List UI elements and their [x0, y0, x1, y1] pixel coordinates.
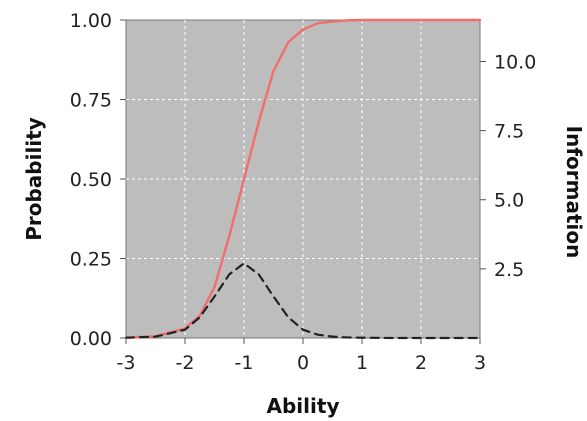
y-tick-label: 0.25 — [70, 249, 112, 271]
y-tick-label: 0.00 — [70, 328, 112, 350]
x-tick-label: 0 — [297, 352, 309, 374]
y2-axis-title: Information — [562, 126, 586, 259]
y-axis-left: 0.00 0.25 0.50 0.75 1.00 — [70, 10, 126, 350]
x-axis-title: Ability — [267, 394, 340, 418]
y-axis-right: 2.5 5.0 7.5 10.0 — [480, 51, 536, 280]
y-axis-title: Probability — [22, 117, 46, 241]
y2-tick-label: 2.5 — [494, 259, 524, 281]
y-tick-label: 1.00 — [70, 10, 112, 32]
x-tick-label: -3 — [117, 352, 136, 374]
x-tick-label: 3 — [474, 352, 486, 374]
x-tick-label: -2 — [176, 352, 195, 374]
x-tick-label: 1 — [356, 352, 368, 374]
y-tick-label: 0.75 — [70, 90, 112, 112]
x-axis: -3 -2 -1 0 1 2 3 — [117, 338, 487, 374]
x-tick-label: -1 — [235, 352, 254, 374]
y-tick-label: 0.50 — [70, 169, 112, 191]
y2-tick-label: 7.5 — [494, 121, 524, 143]
x-tick-label: 2 — [415, 352, 427, 374]
y2-tick-label: 10.0 — [494, 51, 536, 73]
y2-tick-label: 5.0 — [494, 190, 524, 212]
